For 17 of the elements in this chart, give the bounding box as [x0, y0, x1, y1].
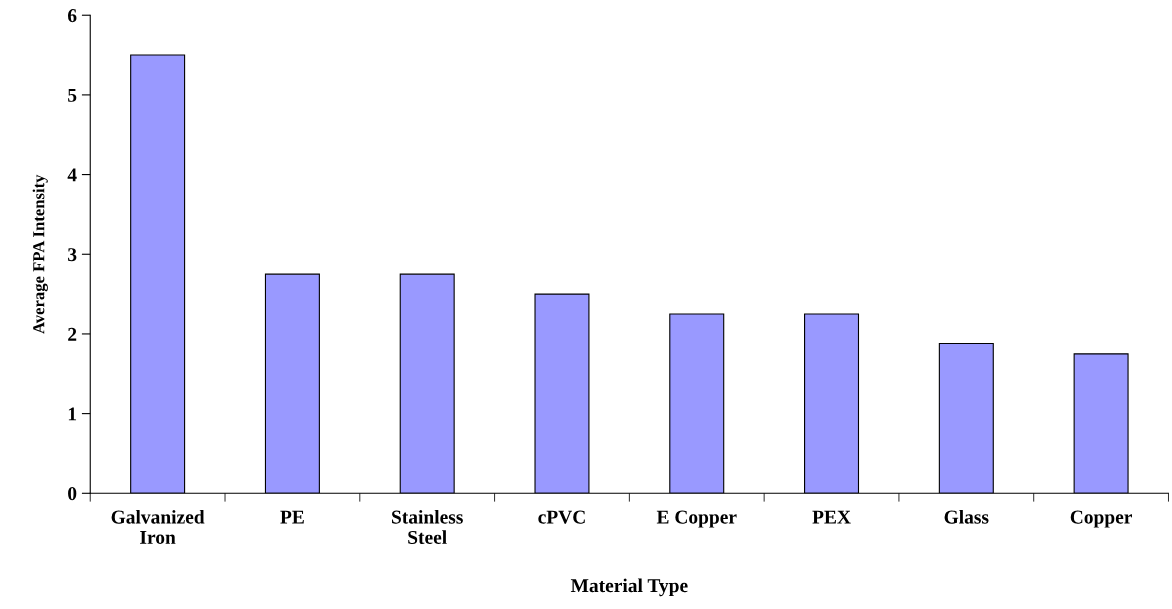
y-tick-label: 4	[67, 168, 77, 182]
x-tick-label: E Copper	[656, 510, 737, 528]
x-tick-label: Copper	[1070, 510, 1132, 528]
y-axis-title: Average FPA Intensity	[32, 174, 48, 334]
x-tick-label: PE	[280, 510, 304, 524]
y-tick-label: 5	[68, 88, 77, 102]
y-tick-label: 2	[68, 327, 77, 341]
x-tick-label: cPVC	[538, 510, 585, 524]
x-tick-label: Stainless Steel	[392, 509, 463, 544]
y-tick-label: 6	[67, 9, 77, 23]
y-tick-label: 0	[68, 487, 77, 501]
x-tick-label: Glass	[944, 509, 989, 524]
x-axis-title: Material Type	[570, 578, 688, 597]
x-tick-label: PEX	[812, 510, 851, 524]
x-tick-label: Galvanized Iron	[111, 509, 205, 544]
y-tick-label: 1	[68, 407, 77, 421]
y-tick-label: 3	[68, 248, 77, 262]
